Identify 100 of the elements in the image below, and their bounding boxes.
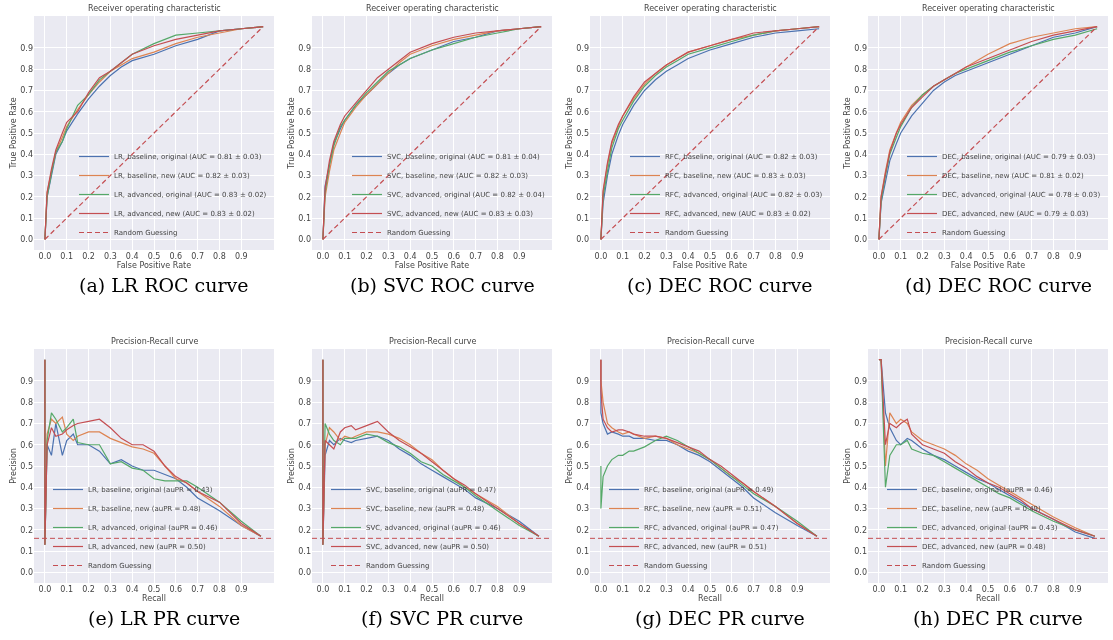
y-tick-label: 0.6 bbox=[20, 440, 33, 450]
y-tick-label: 0.8 bbox=[20, 64, 33, 74]
x-tick-label: 0.9 bbox=[512, 252, 526, 261]
y-tick-label: 0.2 bbox=[576, 192, 589, 202]
x-tick-label: 0.4 bbox=[403, 252, 417, 261]
y-tick-label: 0.7 bbox=[576, 86, 589, 96]
x-tick-label: 0.6 bbox=[447, 585, 461, 594]
x-tick-label: 0.8 bbox=[1047, 252, 1060, 261]
x-tick-label: 0.5 bbox=[703, 585, 717, 594]
y-tick-label: 0.5 bbox=[20, 461, 33, 471]
y-tick-label: 0.1 bbox=[20, 213, 33, 223]
x-tick-label: 0.3 bbox=[103, 585, 117, 594]
y-axis-title: True Positive Rate bbox=[286, 97, 296, 170]
y-tick-label: 0.2 bbox=[298, 525, 311, 535]
y-tick-label: 0.9 bbox=[576, 43, 589, 53]
y-tick-label: 0.9 bbox=[576, 376, 589, 386]
y-tick-label: 0.8 bbox=[854, 397, 867, 407]
y-tick-label: 0.9 bbox=[854, 43, 867, 53]
x-tick-label: 0.7 bbox=[747, 252, 761, 261]
y-tick-label: 0.2 bbox=[298, 192, 311, 202]
x-tick-label: 0.8 bbox=[769, 585, 782, 594]
x-tick-label: 0.7 bbox=[747, 585, 761, 594]
x-tick-label: 0.0 bbox=[38, 585, 52, 594]
x-tick-label: 0.4 bbox=[959, 585, 973, 594]
y-tick-label: 0.7 bbox=[298, 419, 311, 429]
y-tick-label: 0.7 bbox=[854, 86, 867, 96]
y-tick-label: 0.8 bbox=[20, 397, 33, 407]
x-tick-label: 0.2 bbox=[360, 585, 373, 594]
x-axis-title: False Positive Rate bbox=[116, 261, 192, 270]
x-tick-label: 0.1 bbox=[60, 252, 74, 261]
y-tick-label: 0.8 bbox=[576, 397, 589, 407]
y-tick-label: 0.4 bbox=[854, 483, 867, 493]
y-tick-label: 0.7 bbox=[298, 86, 311, 96]
x-tick-label: 0.1 bbox=[60, 585, 74, 594]
x-tick-label: 0.3 bbox=[381, 252, 395, 261]
y-tick-label: 0.1 bbox=[854, 213, 867, 223]
y-axis-title: True Positive Rate bbox=[564, 97, 574, 170]
y-tick-label: 0.6 bbox=[298, 107, 311, 117]
text: (c) DEC ROC curve bbox=[627, 274, 813, 296]
x-tick-label: 0.0 bbox=[872, 252, 886, 261]
text: (h) DEC PR curve bbox=[913, 607, 1083, 629]
y-tick-label: 0.8 bbox=[298, 397, 311, 407]
y-tick-label: 0.5 bbox=[576, 128, 589, 138]
x-tick-label: 0.9 bbox=[234, 585, 248, 594]
x-tick-label: 0.5 bbox=[425, 585, 439, 594]
y-tick-label: 0.4 bbox=[20, 150, 33, 160]
y-tick-label: 0.2 bbox=[854, 192, 867, 202]
x-tick-label: 0.4 bbox=[125, 585, 139, 594]
x-tick-label: 0.5 bbox=[425, 252, 439, 261]
y-tick-label: 0.7 bbox=[20, 86, 33, 96]
x-tick-label: 0.5 bbox=[147, 585, 161, 594]
x-tick-label: 0.7 bbox=[1025, 585, 1039, 594]
y-tick-label: 0.3 bbox=[20, 171, 33, 181]
chart-title: Precision-Recall curve bbox=[389, 337, 477, 346]
y-tick-label: 0.3 bbox=[576, 171, 589, 181]
y-tick-label: 0.3 bbox=[854, 171, 867, 181]
y-tick-label: 0.5 bbox=[854, 128, 867, 138]
x-tick-label: 0.7 bbox=[1025, 252, 1039, 261]
x-tick-label: 0.3 bbox=[937, 252, 951, 261]
y-tick-label: 0.0 bbox=[20, 568, 33, 578]
text: (b) SVC ROC curve bbox=[350, 274, 535, 296]
y-tick-label: 0.4 bbox=[298, 150, 311, 160]
y-tick-label: 0.1 bbox=[576, 546, 589, 556]
x-tick-label: 0.2 bbox=[916, 585, 929, 594]
x-tick-label: 0.7 bbox=[469, 585, 483, 594]
y-tick-label: 0.0 bbox=[854, 568, 867, 578]
y-tick-label: 0.7 bbox=[576, 419, 589, 429]
x-tick-label: 0.3 bbox=[937, 585, 951, 594]
x-tick-label: 0.6 bbox=[725, 585, 739, 594]
x-tick-label: 0.8 bbox=[213, 585, 226, 594]
x-tick-label: 0.8 bbox=[213, 252, 226, 261]
x-tick-label: 0.9 bbox=[790, 252, 804, 261]
y-tick-label: 0.1 bbox=[854, 546, 867, 556]
text: (e) LR PR curve bbox=[88, 607, 241, 629]
chart-title: Precision-Recall curve bbox=[945, 337, 1033, 346]
y-tick-label: 0.6 bbox=[298, 440, 311, 450]
y-tick-label: 0.1 bbox=[298, 546, 311, 556]
y-tick-label: 0.8 bbox=[576, 64, 589, 74]
y-tick-label: 0.0 bbox=[20, 235, 33, 245]
x-tick-label: 0.2 bbox=[82, 585, 95, 594]
text: (f) SVC PR curve bbox=[361, 607, 524, 629]
x-tick-label: 0.5 bbox=[703, 252, 717, 261]
x-tick-label: 0.4 bbox=[681, 585, 695, 594]
y-tick-label: 0.9 bbox=[854, 376, 867, 386]
text: (a) LR ROC curve bbox=[79, 274, 249, 296]
y-tick-label: 0.0 bbox=[298, 235, 311, 245]
y-tick-label: 0.5 bbox=[298, 128, 311, 138]
x-tick-label: 0.3 bbox=[381, 585, 395, 594]
text: (d) DEC ROC curve bbox=[905, 274, 1093, 296]
x-tick-label: 0.2 bbox=[638, 585, 651, 594]
y-tick-label: 0.2 bbox=[20, 192, 33, 202]
x-tick-label: 0.9 bbox=[790, 585, 804, 594]
y-tick-label: 0.5 bbox=[298, 461, 311, 471]
x-tick-label: 0.7 bbox=[191, 252, 205, 261]
x-tick-label: 0.0 bbox=[872, 585, 886, 594]
y-tick-label: 0.9 bbox=[298, 43, 311, 53]
x-tick-label: 0.5 bbox=[981, 585, 995, 594]
y-tick-label: 0.5 bbox=[576, 461, 589, 471]
x-tick-label: 0.1 bbox=[616, 585, 630, 594]
y-tick-label: 0.1 bbox=[298, 213, 311, 223]
